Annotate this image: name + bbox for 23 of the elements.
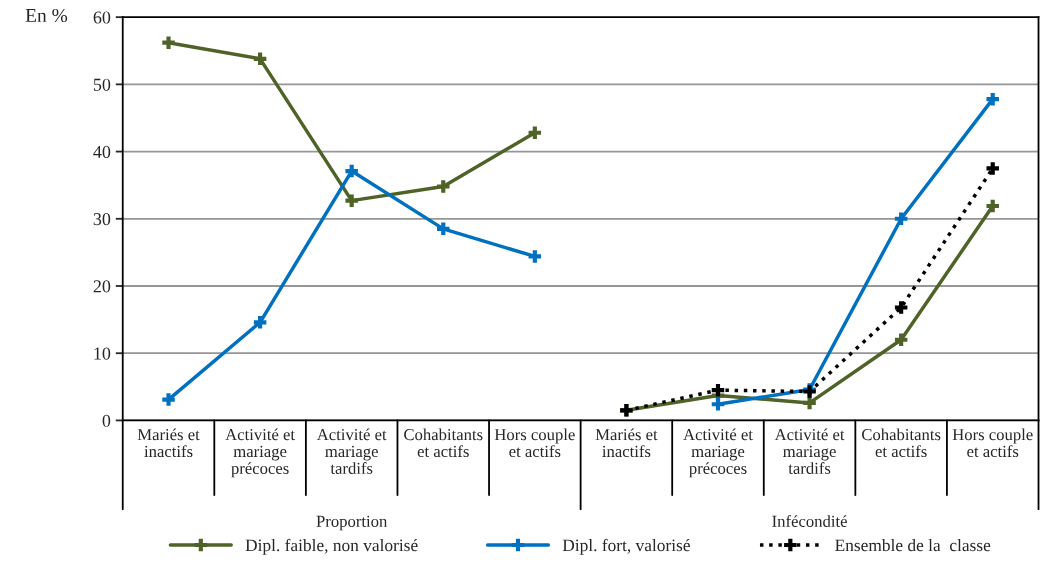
text: Proportion — [316, 515, 388, 531]
y-tick-label: 40 — [93, 145, 111, 159]
y-axis-title: En % — [25, 8, 68, 23]
y-tick-label: 30 — [93, 213, 111, 226]
y-tick-label: 0 — [102, 414, 111, 427]
x-tick-label: Mariés et inactifs — [595, 428, 658, 458]
x-tick-label: Hors couple et actifs — [952, 428, 1033, 458]
x-tick-label: Activité et mariage précoces — [683, 428, 753, 478]
x-tick-label: Cohabitants et actifs — [862, 428, 941, 458]
legend-label: Dipl. fort, valorisé — [562, 538, 690, 555]
y-tick-label: 20 — [93, 280, 111, 293]
x-tick-label: Activité et mariage tardifs — [774, 428, 845, 474]
legend-label: Dipl. faible, non valorisé — [245, 538, 418, 555]
x-tick-label: Mariés et inactifs — [137, 428, 200, 458]
x-tick-label: Activité et mariage tardifs — [316, 428, 387, 474]
x-tick-label: Hors couple et actifs — [494, 428, 575, 458]
y-tick-label: 10 — [94, 347, 111, 360]
text: Infécondité — [772, 515, 847, 527]
y-tick-label: 60 — [93, 11, 111, 24]
x-tick-label: Cohabitants et actifs — [404, 428, 483, 458]
legend-label: Ensemble de la classe — [835, 539, 991, 552]
x-tick-label: Activité et mariage précoces — [225, 428, 295, 478]
y-tick-label: 50 — [93, 78, 111, 91]
